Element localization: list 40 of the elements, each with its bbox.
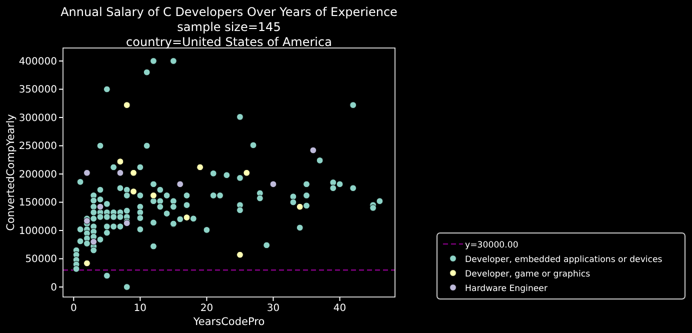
y-tick-label: 50000 [25,254,57,266]
point [130,188,137,195]
x-tick-label: 40 [333,303,346,314]
y-tick-label: 200000 [18,169,57,180]
point [196,164,204,171]
y-tick-label: 150000 [18,198,57,209]
point [236,251,244,258]
point [150,192,157,199]
point [84,260,90,267]
legend-label: Developer, embedded applications or devices [465,255,663,265]
chart-title: Annual Salary of C Developers Over Years of Experience [60,5,398,19]
point [116,169,124,176]
x-axis-title: YearsCodePro [192,316,265,328]
point [183,214,190,221]
y-tick-label: 400000 [18,56,57,68]
point [90,238,98,246]
point [96,203,104,210]
x-tick-label: 20 [200,303,214,314]
point [296,203,304,210]
point [130,169,137,176]
legend-label: Developer, game or graphics [465,270,591,280]
y-tick-label: 250000 [18,141,57,152]
y-axis-title: ConvertedCompYearly [5,114,17,231]
point [243,169,250,176]
point [176,180,184,188]
y-tick-label: 0 [50,282,57,294]
chart-subtitle: sample size=145 country=United States of America [126,20,332,49]
y-tick-label: 350000 [18,84,57,96]
x-tick-label: 30 [266,303,280,314]
x-tick-label: 10 [134,303,147,314]
point [123,102,130,109]
point [84,169,90,176]
point [310,146,317,154]
y-tick-label: 300000 [18,112,57,124]
point [270,180,277,188]
point [116,158,124,166]
y-tick-label: 100000 [18,226,57,237]
legend-label: y=30000.00 [465,240,518,250]
legend-label: Hardware Engineer [465,284,548,294]
x-tick-label: 0 [70,303,77,314]
